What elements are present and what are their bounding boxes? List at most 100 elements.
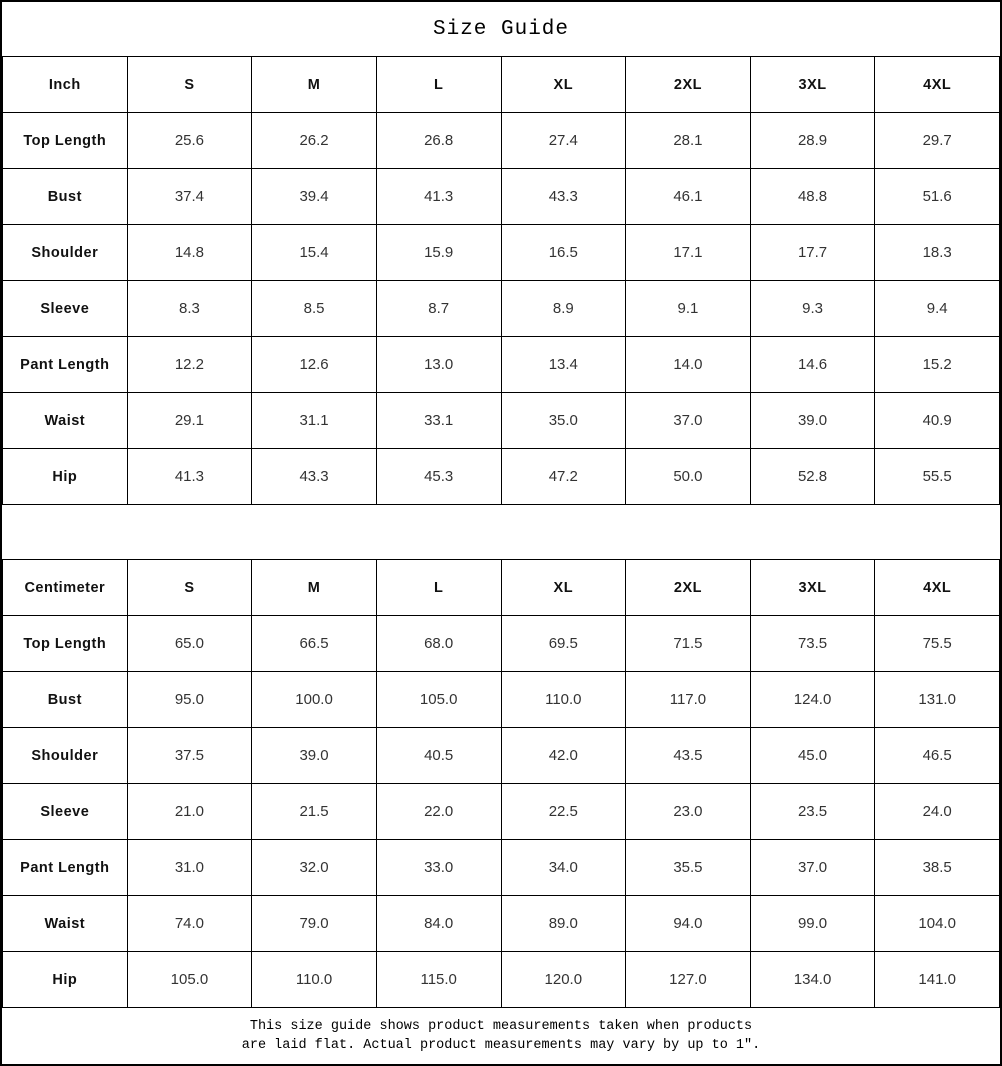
unit-header-cell: Centimeter	[2, 559, 128, 616]
size-header-cell: 2XL	[625, 56, 751, 113]
value-cell: 45.3	[375, 448, 502, 505]
value-cell: 24.0	[874, 783, 1000, 840]
value-cell: 12.6	[251, 336, 377, 393]
value-cell: 48.8	[749, 168, 876, 225]
value-cell: 43.3	[500, 168, 627, 225]
value-cell: 17.7	[749, 224, 876, 281]
value-cell: 18.3	[874, 224, 1000, 281]
footer-note: This size guide shows product measuremen…	[2, 1008, 1000, 1064]
value-cell: 124.0	[749, 671, 876, 728]
size-table-inch: Inch S M L XL 2XL 3XL 4XL Top Length 25.6 26.2 26.8…	[2, 56, 1000, 505]
value-cell: 21.5	[251, 783, 377, 840]
row-label-cell: Hip	[2, 951, 128, 1008]
value-cell: 74.0	[126, 895, 253, 952]
size-header-cell: 4XL	[874, 56, 1000, 113]
row-label-cell: Top Length	[2, 112, 128, 169]
value-cell: 39.0	[251, 727, 377, 784]
value-cell: 110.0	[500, 671, 627, 728]
table-row: Bust 37.4 39.4 41.3 43.3 46.1 48.8 51.6	[2, 168, 1000, 225]
value-cell: 134.0	[749, 951, 876, 1008]
table-row: Shoulder 37.5 39.0 40.5 42.0 43.5 45.0 46.5	[2, 727, 1000, 784]
value-cell: 31.0	[126, 839, 253, 896]
row-label-cell: Shoulder	[2, 727, 128, 784]
value-cell: 43.5	[625, 727, 751, 784]
row-label-cell: Sleeve	[2, 280, 128, 337]
value-cell: 42.0	[500, 727, 627, 784]
value-cell: 40.5	[375, 727, 502, 784]
value-cell: 15.2	[874, 336, 1000, 393]
value-cell: 45.0	[749, 727, 876, 784]
value-cell: 127.0	[625, 951, 751, 1008]
value-cell: 27.4	[500, 112, 627, 169]
value-cell: 14.0	[625, 336, 751, 393]
value-cell: 13.0	[375, 336, 502, 393]
table-row: Bust 95.0 100.0 105.0 110.0 117.0 124.0 131.0	[2, 671, 1000, 728]
value-cell: 68.0	[375, 615, 502, 672]
value-cell: 8.5	[251, 280, 377, 337]
value-cell: 41.3	[126, 448, 253, 505]
value-cell: 40.9	[874, 392, 1000, 449]
value-cell: 71.5	[625, 615, 751, 672]
value-cell: 37.0	[749, 839, 876, 896]
value-cell: 46.1	[625, 168, 751, 225]
value-cell: 37.0	[625, 392, 751, 449]
row-label-cell: Waist	[2, 392, 128, 449]
size-header-cell: XL	[500, 559, 627, 616]
unit-header-cell: Inch	[2, 56, 128, 113]
value-cell: 41.3	[375, 168, 502, 225]
value-cell: 23.5	[749, 783, 876, 840]
value-cell: 26.8	[375, 112, 502, 169]
row-label-cell: Pant Length	[2, 839, 128, 896]
table-row: Pant Length 31.0 32.0 33.0 34.0 35.5 37.0 38.5	[2, 839, 1000, 896]
value-cell: 84.0	[375, 895, 502, 952]
value-cell: 32.0	[251, 839, 377, 896]
value-cell: 35.5	[625, 839, 751, 896]
value-cell: 25.6	[126, 112, 253, 169]
value-cell: 89.0	[500, 895, 627, 952]
row-label-cell: Pant Length	[2, 336, 128, 393]
value-cell: 100.0	[251, 671, 377, 728]
value-cell: 55.5	[874, 448, 1000, 505]
value-cell: 95.0	[126, 671, 253, 728]
row-label-cell: Shoulder	[2, 224, 128, 281]
size-header-cell: S	[126, 56, 253, 113]
size-header-cell: 3XL	[749, 56, 876, 113]
value-cell: 9.1	[625, 280, 751, 337]
table-row: Hip 41.3 43.3 45.3 47.2 50.0 52.8 55.5	[2, 448, 1000, 505]
size-header-cell: L	[375, 56, 502, 113]
row-label-cell: Top Length	[2, 615, 128, 672]
value-cell: 33.1	[375, 392, 502, 449]
value-cell: 21.0	[126, 783, 253, 840]
table-row: Pant Length 12.2 12.6 13.0 13.4 14.0 14.6 15.2	[2, 336, 1000, 393]
value-cell: 66.5	[251, 615, 377, 672]
value-cell: 73.5	[749, 615, 876, 672]
size-table-centimeter: Centimeter S M L XL 2XL 3XL 4XL Top Length 65.0 66…	[2, 559, 1000, 1008]
footer-note-line1: This size guide shows product measuremen…	[249, 1019, 753, 1034]
size-header-cell: M	[251, 559, 377, 616]
table-row: Shoulder 14.8 15.4 15.9 16.5 17.1 17.7 18.3	[2, 224, 1000, 281]
table-row: Sleeve 21.0 21.5 22.0 22.5 23.0 23.5 24.0	[2, 783, 1000, 840]
value-cell: 110.0	[251, 951, 377, 1008]
value-cell: 8.9	[500, 280, 627, 337]
value-cell: 115.0	[375, 951, 502, 1008]
value-cell: 26.2	[251, 112, 377, 169]
value-cell: 22.5	[500, 783, 627, 840]
value-cell: 35.0	[500, 392, 627, 449]
value-cell: 22.0	[375, 783, 502, 840]
value-cell: 37.5	[126, 727, 253, 784]
row-label-cell: Hip	[2, 448, 128, 505]
value-cell: 131.0	[874, 671, 1000, 728]
value-cell: 46.5	[874, 727, 1000, 784]
table-row: Top Length 25.6 26.2 26.8 27.4 28.1 28.9 29.7	[2, 112, 1000, 169]
value-cell: 105.0	[375, 671, 502, 728]
page-title: Size Guide	[432, 17, 570, 41]
value-cell: 9.4	[874, 280, 1000, 337]
value-cell: 15.9	[375, 224, 502, 281]
size-header-cell: L	[375, 559, 502, 616]
value-cell: 33.0	[375, 839, 502, 896]
value-cell: 39.0	[749, 392, 876, 449]
value-cell: 37.4	[126, 168, 253, 225]
value-cell: 117.0	[625, 671, 751, 728]
value-cell: 69.5	[500, 615, 627, 672]
